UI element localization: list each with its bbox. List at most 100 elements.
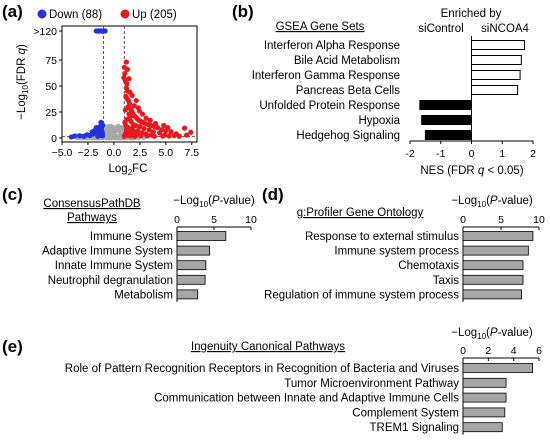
consensuspathdb-bar <box>176 289 199 300</box>
gsea-category-label: Hedgehog Signaling <box>296 130 400 142</box>
consensuspathdb-x-tick-label: 0 <box>174 214 180 226</box>
volcano-point-ns <box>118 125 124 131</box>
gsea-bar <box>419 100 472 110</box>
consensuspathdb-bar <box>176 260 207 271</box>
consensuspathdb-bar <box>176 245 210 256</box>
volcano-point-up <box>157 130 163 136</box>
gsea-x-tick-label: -1 <box>436 148 445 160</box>
gsea-category-label: Hypoxia <box>358 115 400 127</box>
gprofiler-x-tick-label: 0 <box>460 214 466 226</box>
ingenuity-bar <box>462 407 506 418</box>
volcano-point-up <box>121 75 127 81</box>
ingenuity-x-axis-title: −Log10(P-value) <box>451 327 533 341</box>
consensuspathdb-category-label: Metabolism <box>114 289 173 301</box>
gprofiler-bar <box>462 274 524 285</box>
gsea-category-label: Interferon Gamma Response <box>252 70 400 82</box>
volcano-plot: Down (88) Up (205) −Log10(FDR q) 0 25 50 75… <box>16 9 199 177</box>
gprofiler-category-label: Regulation of immune system process <box>264 289 459 301</box>
volcano-point-up <box>135 105 141 111</box>
legend-down-label: Down (88) <box>49 9 102 21</box>
volcano-point-up <box>147 117 153 123</box>
gprofiler-category-label: Chemotaxis <box>398 260 459 272</box>
gprofiler-chart: g:Profiler Gene Ontology −Log10(P-value)… <box>264 195 545 302</box>
ingenuity-bar <box>462 392 507 403</box>
gsea-x-tick-label: 1 <box>499 148 505 160</box>
volcano-x-axis-title: Log2FC <box>109 163 148 177</box>
ingenuity-chart: Ingenuity Canonical Pathways −Log10(P-va… <box>65 327 542 435</box>
volcano-point-up <box>184 132 190 138</box>
gsea-x-axis-title: NES (FDR q < 0.05) <box>420 165 523 177</box>
gsea-bar <box>421 115 472 125</box>
gprofiler-bar <box>462 289 522 300</box>
gsea-group-right: siNCOA4 <box>481 23 530 35</box>
volcano-point-ns <box>105 129 110 135</box>
ingenuity-category-label: Tumor Microenvironment Pathway <box>284 378 459 390</box>
volcano-x-tick-label: 7.5 <box>185 147 200 159</box>
volcano-point-up <box>133 97 139 104</box>
ingenuity-bar <box>462 422 503 433</box>
volcano-point-up <box>176 133 182 139</box>
panel-label-d: (d) <box>262 185 284 204</box>
volcano-point-down <box>97 123 103 130</box>
ingenuity-category-label: Complement System <box>352 407 459 419</box>
volcano-point-up <box>154 125 161 131</box>
volcano-point-up <box>138 132 144 139</box>
volcano-point-up <box>122 107 128 113</box>
ingenuity-bar <box>462 377 507 388</box>
volcano-point-up <box>165 125 171 131</box>
gsea-chart: GSEA Gene Sets Enriched by siControl siN… <box>252 8 536 177</box>
volcano-point-up <box>141 126 147 132</box>
ingenuity-category-label: Role of Pattern Recognition Receptors in… <box>65 363 459 375</box>
volcano-point-up <box>137 123 143 130</box>
gprofiler-category-label: Response to external stimulus <box>305 231 459 243</box>
ingenuity-category-label: TREM1 Signaling <box>370 422 459 434</box>
volcano-y-axis-title: −Log10(FDR q) <box>16 44 30 120</box>
ingenuity-x-tick-label: 4 <box>511 345 517 357</box>
legend-up-marker <box>120 9 130 19</box>
volcano-point-ns <box>118 130 124 135</box>
panel-label-c: (c) <box>2 185 23 204</box>
consensuspathdb-chart: ConsensusPathDB Pathways −Log10(P-value)… <box>42 195 257 302</box>
gsea-category-label: Pancreas Beta Cells <box>296 85 400 97</box>
gprofiler-bar <box>462 231 534 241</box>
gsea-bar <box>471 40 525 50</box>
consensuspathdb-category-label: Neutrophil degranulation <box>48 275 173 287</box>
legend-up-label: Up (205) <box>132 9 177 21</box>
volcano-point-down <box>89 129 95 135</box>
volcano-point-ns <box>115 135 120 140</box>
gsea-category-label: Bile Acid Metabolism <box>294 55 400 67</box>
volcano-y-tick-label: 75 <box>45 55 57 67</box>
gprofiler-bar <box>462 260 524 271</box>
volcano-point-up <box>133 122 139 129</box>
volcano-point-down <box>71 133 78 139</box>
volcano-point-down <box>93 28 99 34</box>
gsea-enriched-header: Enriched by <box>441 8 502 20</box>
volcano-point-down <box>98 28 104 34</box>
volcano-plot-frame <box>61 25 198 143</box>
volcano-point-up <box>124 81 130 87</box>
gsea-bar <box>471 70 521 80</box>
volcano-point-up <box>123 59 129 65</box>
volcano-point-up <box>126 76 132 82</box>
volcano-y-tick-label: 25 <box>45 107 57 119</box>
consensuspathdb-x-axis-title: −Log10(P-value) <box>173 195 255 209</box>
gprofiler-category-label: Taxis <box>433 275 459 287</box>
volcano-point-up <box>127 133 134 139</box>
volcano-x-tick-label: −2.5 <box>78 147 99 159</box>
ingenuity-title: Ingenuity Canonical Pathways <box>191 341 345 353</box>
gprofiler-x-tick-label: 5 <box>498 214 504 226</box>
volcano-point-up <box>160 133 166 139</box>
volcano-x-tick-label: 2.5 <box>133 147 148 159</box>
volcano-point-ns <box>108 123 114 129</box>
consensuspathdb-bar <box>176 274 206 285</box>
volcano-y-tick-label: >120 <box>33 26 57 38</box>
volcano-point-up <box>188 129 194 135</box>
volcano-point-up <box>146 127 152 133</box>
ingenuity-x-tick-label: 6 <box>536 345 542 357</box>
volcano-point-up <box>124 66 131 72</box>
gsea-x-tick-label: -2 <box>405 148 414 160</box>
gsea-bar <box>424 130 472 140</box>
volcano-point-up <box>139 111 146 117</box>
volcano-point-up <box>131 103 137 109</box>
